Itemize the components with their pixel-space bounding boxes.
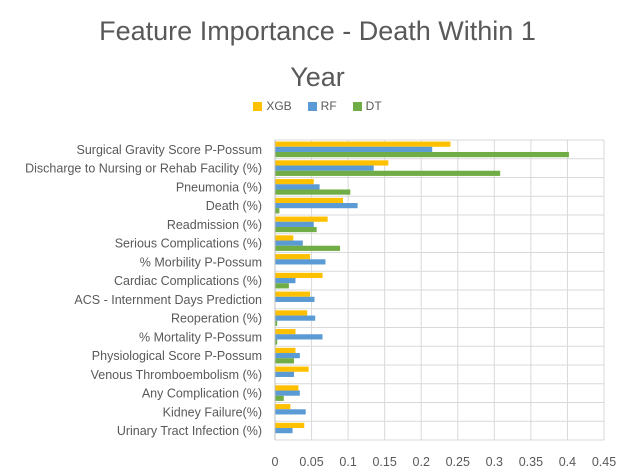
category-label: Serious Complications (%): [115, 237, 262, 251]
bar-dt: [275, 208, 280, 214]
x-tick-label: 0.15: [372, 455, 396, 469]
x-tick-label: 0.1: [339, 455, 356, 469]
category-label: Cardiac Complications (%): [114, 274, 262, 288]
bar-rf: [275, 240, 303, 246]
bar-xgb: [275, 366, 309, 372]
legend-label-xgb: XGB: [266, 99, 292, 113]
legend-label-dt: DT: [365, 99, 382, 113]
bar-dt: [275, 245, 341, 251]
bar-rf: [275, 409, 306, 415]
category-label: Death (%): [206, 199, 262, 213]
bar-dt: [275, 283, 289, 289]
bar-rf: [275, 221, 314, 227]
category-label: Kidney Failure(%): [163, 405, 262, 419]
bar-rf: [275, 278, 296, 284]
x-tick-label: 0.05: [299, 455, 323, 469]
bar-xgb: [275, 254, 311, 260]
bar-rf: [275, 259, 326, 265]
legend-swatch-dt: [352, 101, 362, 111]
bar-rf: [275, 428, 293, 434]
bar-rf: [275, 296, 315, 302]
category-label: Venous Thromboembolism (%): [91, 368, 262, 382]
bar-dt: [275, 320, 278, 326]
bar-xgb: [275, 197, 343, 204]
x-tick-label: 0.45: [592, 455, 616, 469]
bar-rf: [275, 165, 374, 171]
bar-rf: [275, 371, 295, 377]
category-label: Physiological Score P-Possum: [92, 349, 262, 363]
bar-rf: [275, 146, 433, 152]
category-label: ACS - Internment Days Prediction: [74, 293, 262, 307]
bar-xgb: [275, 291, 311, 297]
bar-rf: [275, 203, 358, 209]
bar-rf: [275, 353, 300, 359]
bar-dt: [275, 226, 317, 233]
bar-xgb: [275, 310, 308, 316]
bar-xgb: [275, 422, 305, 429]
legend-item-dt: DT: [352, 99, 382, 113]
legend-swatch-rf: [307, 101, 317, 111]
category-label: Urinary Tract Infection (%): [117, 424, 262, 438]
x-tick-label: 0.4: [559, 455, 576, 469]
category-label: Surgical Gravity Score P-Possum: [77, 143, 262, 157]
bar-xgb: [275, 160, 389, 166]
bar-xgb: [275, 216, 328, 222]
legend-swatch-xgb: [253, 101, 263, 111]
category-label: Any Complication (%): [142, 387, 262, 401]
chart-title-line-1: Feature Importance - Death Within 1: [99, 16, 536, 46]
bar-xgb: [275, 179, 314, 185]
bar-rf: [275, 184, 320, 190]
category-label: Pneumonia (%): [176, 180, 262, 194]
chart-title-line-2: Year: [290, 62, 345, 92]
x-tick-label: 0.3: [486, 455, 503, 469]
bar-rf: [275, 334, 323, 340]
x-tick-label: 0.25: [446, 455, 470, 469]
bar-xgb: [275, 272, 323, 279]
x-tick-label: 0.35: [519, 455, 543, 469]
bar-dt: [275, 395, 284, 401]
bar-dt: [275, 339, 278, 345]
bar-dt: [275, 151, 569, 158]
category-label: Reoperation (%): [171, 312, 262, 326]
chart-legend: XGB RF DT: [0, 99, 635, 113]
legend-label-rf: RF: [320, 99, 337, 113]
legend-item-xgb: XGB: [253, 99, 292, 113]
legend-item-rf: RF: [307, 99, 337, 113]
category-label: Discharge to Nursing or Rehab Facility (…: [25, 162, 262, 176]
bar-dt: [275, 170, 501, 176]
bar-dt: [275, 189, 351, 195]
bar-xgb: [275, 141, 451, 147]
category-label: % Morbility P-Possum: [140, 255, 262, 269]
chart-title: Feature Importance - Death Within 1 Year: [0, 8, 635, 100]
bar-rf: [275, 315, 316, 321]
bar-xgb: [275, 385, 299, 391]
x-tick-label: 0.2: [413, 455, 430, 469]
category-label: Readmission (%): [167, 218, 262, 232]
bar-xgb: [275, 235, 294, 241]
bar-dt: [275, 358, 295, 364]
category-label: % Mortality P-Possum: [139, 330, 262, 344]
bar-rf: [275, 390, 300, 396]
bar-xgb: [275, 404, 291, 410]
bar-xgb: [275, 347, 296, 354]
bar-xgb: [275, 329, 296, 335]
x-tick-label: 0: [272, 455, 279, 469]
